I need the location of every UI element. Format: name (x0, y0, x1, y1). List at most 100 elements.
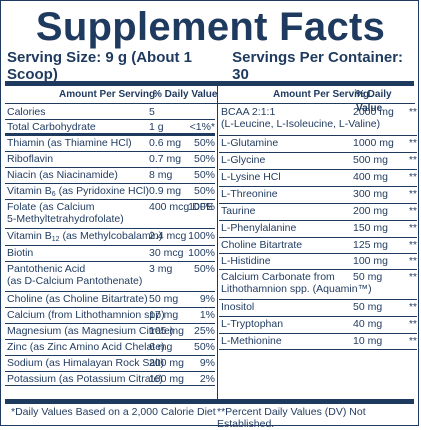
left-nutrient-row: Sodium (as Himalayan Rock Salt) 200 mg 9% (5, 356, 215, 372)
nutrient-name: Choline Bitartrate (221, 239, 303, 251)
nutrient-name: L-Phenylalanine (221, 222, 297, 234)
left-nutrient-row: Vitamin B12 (as Methylcobalamin) 2.4 mcg 1… (5, 229, 215, 246)
nutrient-daily-value: ** (408, 137, 417, 149)
nutrient-daily-value: ** (408, 239, 417, 251)
nutrient-amount: 0.9 mg (149, 185, 182, 197)
nutrient-daily-value: 9% (199, 293, 215, 305)
nutrient-amount: 0.7 mg (149, 153, 182, 165)
nutrient-name: Biotin (7, 247, 34, 259)
nutrient-amount: 1 g (149, 121, 164, 133)
nutrient-daily-value: <1%* (189, 121, 215, 133)
nutrient-name: Niacin (as Niacinamide) (7, 169, 118, 181)
nutrient-name: L-Threonine (221, 188, 278, 200)
nutrient-name: Vitamin B12 (as Methylcobalamin) (7, 230, 163, 243)
right-nutrient-row: L-Threonine 300 mg ** (219, 187, 417, 204)
nutrient-daily-value: 100% (188, 230, 215, 242)
right-nutrient-row: L-Methionine 10 mg ** (219, 334, 417, 350)
nutrient-daily-value: ** (408, 106, 417, 118)
nutrient-daily-value: ** (408, 222, 417, 234)
serving-size: Serving Size: 9 g (About 1 Scoop) (7, 49, 193, 83)
nutrient-daily-value: ** (408, 271, 417, 283)
right-nutrient-row: L-Histidine 100 mg ** (219, 254, 417, 270)
left-nutrient-row: Biotin 30 mcg 100% (5, 246, 215, 262)
right-nutrient-row: L-Glutamine 1000 mg ** (219, 136, 417, 153)
nutrient-name: Pantothenic Acid (as D-Calcium Pantothena… (7, 263, 143, 287)
left-nutrient-row: Niacin (as Niacinamide) 8 mg 50% (5, 168, 215, 184)
nutrient-amount: 2000 mg (353, 106, 394, 118)
panel-title: Supplement Facts (35, 5, 386, 49)
right-nutrient-row: Calcium Carbonate from Lithothamnion spp.… (219, 270, 417, 300)
nutrient-amount: 10 mg (353, 335, 383, 347)
thick-divider-top (5, 81, 414, 86)
left-nutrient-row: Riboflavin 0.7 mg 50% (5, 152, 215, 168)
left-nutrient-row: Choline (as Choline Bitartrate) 50 mg 9% (5, 292, 215, 308)
nutrient-amount: 125 mg (353, 239, 389, 251)
left-nutrient-row: Thiamin (as Thiamine HCl) 0.6 mg 50% (5, 136, 215, 152)
left-nutrient-column: Calories 5 Total Carbohydrate 1 g <1%* Thiami… (5, 105, 215, 386)
nutrient-amount: 100 mg (149, 373, 185, 385)
nutrient-name: L-Lysine HCl (221, 171, 281, 183)
nutrient-name: Choline (as Choline Bitartrate) (7, 293, 148, 305)
nutrient-amount: 17 mg (149, 309, 179, 321)
nutrient-name: Inositol (221, 301, 255, 313)
nutrient-amount: 150 mg (353, 222, 389, 234)
left-nutrient-row: Potassium (as Potassium Citrate) 100 mg 2% (5, 372, 215, 386)
nutrient-daily-value: 50% (193, 169, 215, 181)
nutrient-amount: 300 mg (353, 188, 389, 200)
serving-info: Serving Size: 9 g (About 1 Scoop) Servin… (7, 49, 412, 83)
nutrient-name: Thiamin (as Thiamine HCl) (7, 137, 132, 149)
nutrient-daily-value: 100% (188, 247, 215, 259)
nutrient-name: Potassium (as Potassium Citrate) (7, 373, 163, 385)
left-nutrient-row: Vitamin B6 (as Pyridoxine HCl) 0.9 mg 50% (5, 184, 215, 200)
nutrient-amount: 500 mg (353, 154, 389, 166)
nutrient-daily-value: 50% (193, 341, 215, 353)
nutrient-name: Taurine (221, 205, 256, 217)
nutrient-name: L-Glutamine (221, 137, 279, 149)
nutrient-daily-value: ** (408, 335, 417, 347)
nutrient-daily-value: ** (408, 154, 417, 166)
nutrient-daily-value: ** (408, 171, 417, 183)
left-nutrient-row: Calories 5 (5, 105, 215, 120)
footnote-daily-values: *Daily Values Based on a 2,000 Calorie D… (11, 406, 216, 418)
nutrient-name: Magnesium (as Magnesium Citrate) (7, 325, 174, 337)
nutrient-name: L-Tryptophan (221, 318, 284, 330)
nutrient-amount: 3 mg (149, 263, 173, 275)
nutrient-amount: 1000 mg (353, 137, 394, 149)
nutrient-amount: 8 mg (149, 169, 173, 181)
nutrient-amount: 50 mg (149, 293, 179, 305)
right-nutrient-row: Inositol 50 mg ** (219, 300, 417, 317)
nutrient-daily-value: 1% (199, 309, 215, 321)
nutrient-daily-value: 25% (193, 325, 215, 337)
right-nutrient-row: L-Glycine 500 mg ** (219, 153, 417, 170)
left-dv-header: % Daily Value (153, 89, 218, 100)
left-nutrient-row: Magnesium (as Magnesium Citrate) 105 mg 25… (5, 324, 215, 340)
nutrient-amount: 50 mg (353, 271, 383, 283)
left-nutrient-row: Calcium (from Lithothamnion spp) 17 mg 1% (5, 308, 215, 324)
thick-divider-bottom (5, 399, 414, 404)
left-nutrient-row: Folate (as Calcium 5-Methyltetrahydrofola… (5, 200, 215, 229)
nutrient-name: L-Glycine (221, 154, 266, 166)
nutrient-daily-value: ** (408, 318, 417, 330)
nutrient-name: BCAA 2:1:1 (L-Leucine, L-Isoleucine, L-Va… (221, 106, 381, 130)
nutrient-name: L-Histidine (221, 255, 271, 267)
nutrient-name: Zinc (as Zinc Amino Acid Chelate) (7, 341, 165, 353)
nutrient-amount: 30 mcg (149, 247, 184, 259)
nutrient-daily-value: ** (408, 205, 417, 217)
nutrient-daily-value: 50% (193, 137, 215, 149)
right-nutrient-row: L-Lysine HCl 400 mg ** (219, 170, 417, 187)
nutrient-name: Riboflavin (7, 153, 54, 165)
right-amount-header: Amount Per Serving (273, 89, 370, 100)
nutrient-name: Vitamin B6 (as Pyridoxine HCl) (7, 185, 150, 198)
nutrient-amount: 40 mg (353, 318, 383, 330)
left-nutrient-row: Pantothenic Acid (as D-Calcium Pantothena… (5, 262, 215, 292)
nutrient-amount: 200 mg (353, 205, 389, 217)
right-nutrient-row: L-Phenylalanine 150 mg ** (219, 221, 417, 238)
footnote-not-established: **Percent Daily Values (DV) Not Establis… (217, 406, 366, 430)
nutrient-name: L-Methionine (221, 335, 282, 347)
nutrient-daily-value: ** (408, 188, 417, 200)
nutrient-daily-value: 2% (199, 373, 215, 385)
nutrient-amount: 50 mg (353, 301, 383, 313)
nutrient-amount: 100 mg (353, 255, 389, 267)
nutrient-amount: 5 (149, 106, 155, 118)
right-nutrient-row: Choline Bitartrate 125 mg ** (219, 238, 417, 254)
